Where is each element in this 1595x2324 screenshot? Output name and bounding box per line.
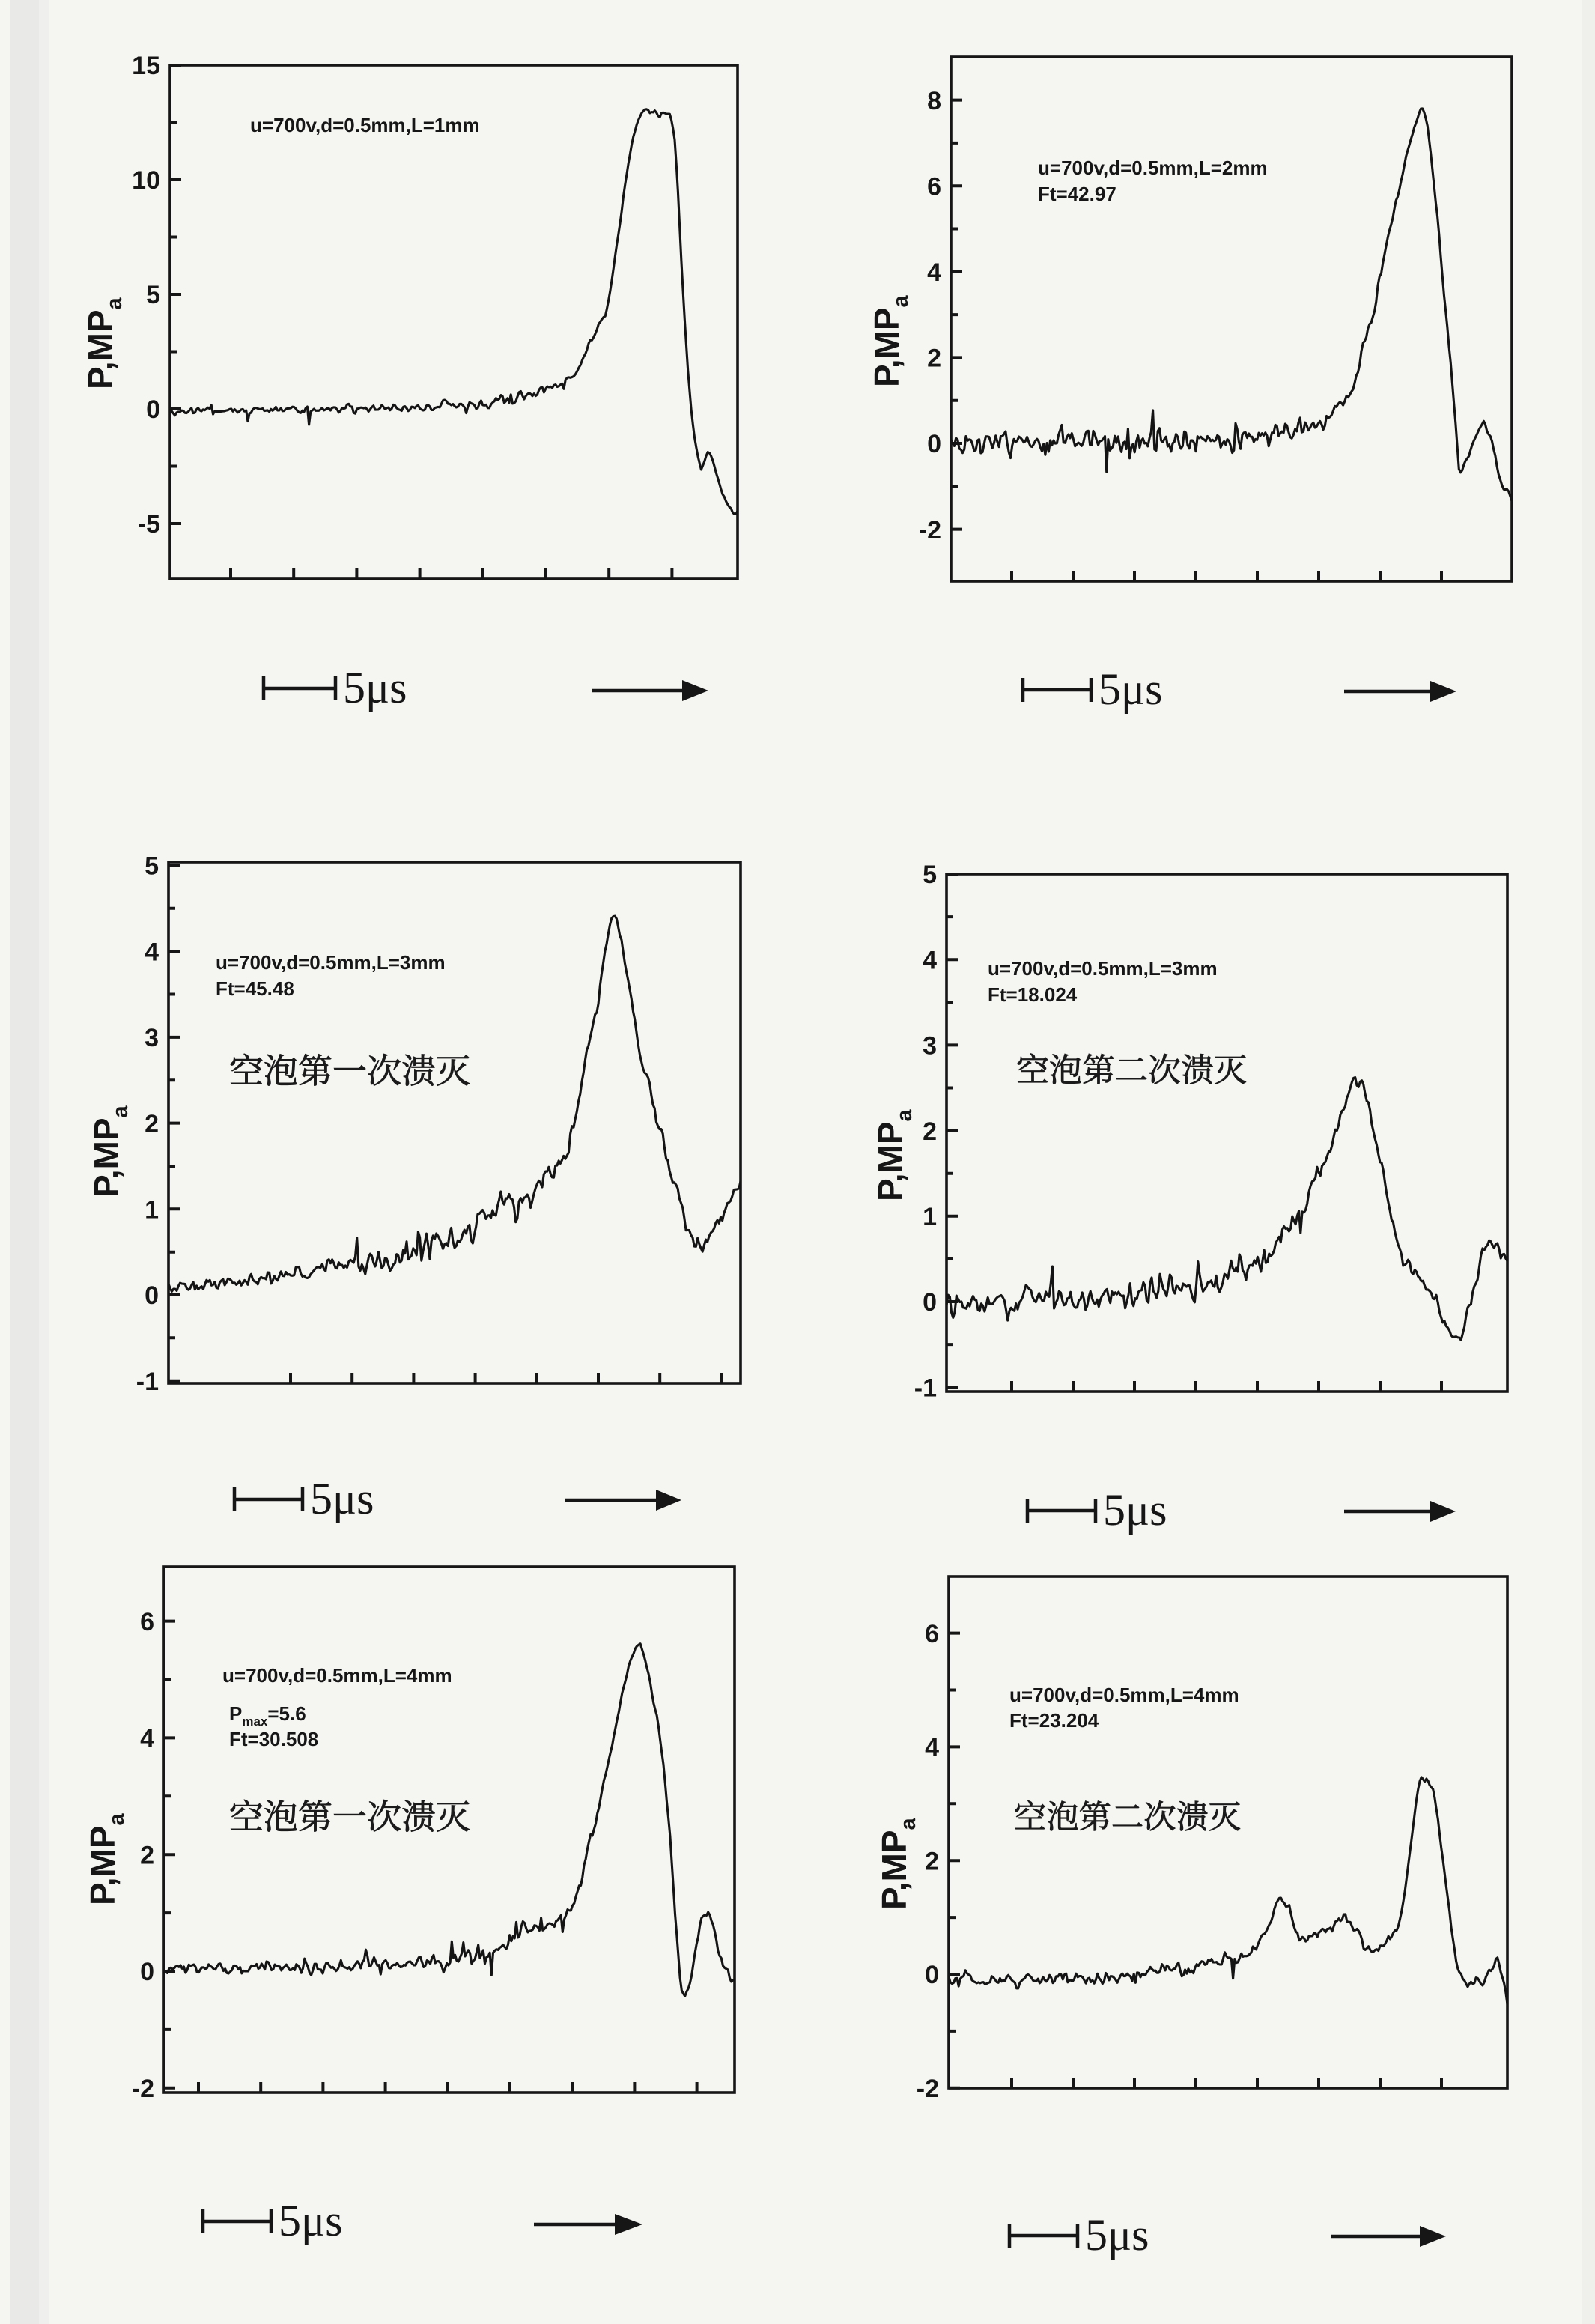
- svg-text:-2: -2: [917, 2075, 939, 2103]
- svg-text:P,MPa: P,MPa: [87, 1105, 133, 1198]
- svg-text:0: 0: [140, 1958, 154, 1986]
- svg-text:u=700v,d=0.5mm,L=3mm: u=700v,d=0.5mm,L=3mm: [216, 951, 446, 974]
- svg-text:4: 4: [927, 258, 941, 287]
- svg-text:5: 5: [923, 861, 937, 889]
- svg-text:Ft=42.97: Ft=42.97: [1038, 183, 1116, 205]
- svg-text:1: 1: [923, 1203, 937, 1231]
- svg-text:5: 5: [145, 852, 159, 881]
- svg-text:u=700v,d=0.5mm,L=3mm: u=700v,d=0.5mm,L=3mm: [988, 957, 1218, 980]
- svg-text:5μs: 5μs: [279, 2196, 343, 2245]
- svg-text:-5: -5: [138, 510, 160, 538]
- svg-text:-2: -2: [919, 516, 941, 544]
- svg-text:5μs: 5μs: [310, 1474, 374, 1523]
- svg-text:Ft=18.024: Ft=18.024: [988, 983, 1078, 1006]
- svg-text:15: 15: [132, 52, 160, 80]
- svg-text:5μs: 5μs: [1103, 1485, 1167, 1535]
- svg-text:3: 3: [923, 1032, 937, 1061]
- svg-text:-1: -1: [914, 1374, 937, 1402]
- svg-text:5μs: 5μs: [1085, 2210, 1149, 2260]
- svg-text:6: 6: [925, 1620, 939, 1648]
- svg-text:u=700v,d=0.5mm,L=1mm: u=700v,d=0.5mm,L=1mm: [250, 114, 480, 136]
- svg-text:6: 6: [140, 1608, 154, 1636]
- svg-text:Pmax=5.6: Pmax=5.6: [229, 1702, 306, 1729]
- svg-text:5μs: 5μs: [1099, 664, 1163, 714]
- svg-text:6: 6: [927, 172, 941, 201]
- svg-text:2: 2: [925, 1847, 939, 1875]
- svg-text:8: 8: [927, 87, 941, 115]
- svg-text:5: 5: [146, 281, 160, 309]
- svg-text:0: 0: [145, 1281, 159, 1310]
- svg-text:-2: -2: [132, 2075, 154, 2103]
- svg-text:P,MPa: P,MPa: [83, 1812, 129, 1905]
- svg-text:10: 10: [132, 166, 160, 195]
- svg-text:u=700v,d=0.5mm,L=4mm: u=700v,d=0.5mm,L=4mm: [222, 1664, 452, 1687]
- svg-text:-1: -1: [136, 1368, 159, 1396]
- svg-text:3: 3: [145, 1024, 159, 1052]
- svg-text:4: 4: [140, 1725, 154, 1753]
- svg-text:P,MPa: P,MPa: [867, 294, 913, 387]
- svg-text:u=700v,d=0.5mm,L=4mm: u=700v,d=0.5mm,L=4mm: [1009, 1684, 1239, 1706]
- svg-text:Ft=30.508: Ft=30.508: [229, 1728, 318, 1750]
- svg-text:0: 0: [146, 395, 160, 424]
- svg-text:4: 4: [925, 1734, 939, 1762]
- svg-text:2: 2: [927, 345, 941, 373]
- svg-text:P,MPa: P,MPa: [871, 1108, 917, 1201]
- svg-text:2: 2: [140, 1841, 154, 1869]
- svg-text:0: 0: [925, 1961, 939, 1989]
- svg-text:0: 0: [927, 430, 941, 458]
- svg-text:4: 4: [145, 938, 159, 966]
- svg-text:1: 1: [145, 1196, 159, 1225]
- svg-text:P,MPa: P,MPa: [81, 297, 127, 389]
- svg-text:2: 2: [923, 1117, 937, 1146]
- svg-text:2: 2: [145, 1110, 159, 1138]
- svg-text:4: 4: [923, 946, 937, 974]
- svg-text:Ft=45.48: Ft=45.48: [216, 977, 294, 1000]
- svg-text:u=700v,d=0.5mm,L=2mm: u=700v,d=0.5mm,L=2mm: [1038, 157, 1268, 179]
- svg-text:P,MPa: P,MPa: [875, 1817, 920, 1910]
- svg-text:0: 0: [923, 1288, 937, 1317]
- svg-text:5μs: 5μs: [343, 663, 407, 712]
- svg-text:Ft=23.204: Ft=23.204: [1009, 1709, 1099, 1732]
